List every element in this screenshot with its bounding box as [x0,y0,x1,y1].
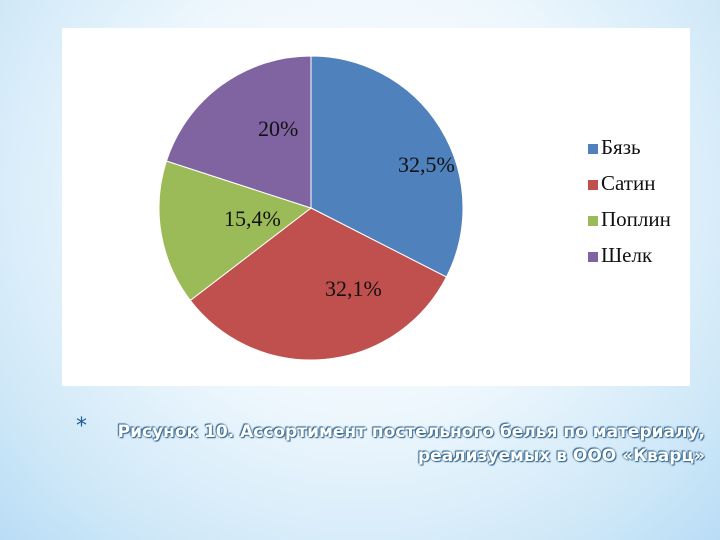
caption-line-1: Рисунок 10. Ассортимент постельного бель… [117,422,705,442]
pie-slice-1 [310,55,464,278]
legend-swatch-3 [588,216,598,226]
data-label-3: 15,4% [224,206,281,231]
legend-swatch-2 [588,180,598,190]
legend-label-4: Шелк [601,243,653,267]
legend-label-2: Сатин [601,171,655,195]
data-label-1: 32,5% [398,152,455,177]
data-label-4: 20% [258,116,298,141]
chart-area: 32,5% 32,1% 15,4% 20% Бязь Сатин Поплин Шелк [62,28,690,386]
caption-line-2: реализуемых в ООО «Кварц» [418,446,705,466]
legend-swatch-1 [588,144,598,154]
pie-slice-2 [189,207,448,361]
legend-label-3: Поплин [601,207,671,231]
figure-caption: Рисунок 10. Ассортимент постельного бель… [85,420,705,468]
pie-chart: 32,5% 32,1% 15,4% 20% Бязь Сатин Поплин Шелк [158,55,671,361]
legend-label-1: Бязь [601,135,641,159]
legend-swatch-4 [588,252,598,262]
data-label-2: 32,1% [325,276,382,301]
caption-bullet: * [76,414,87,439]
pie-slice-4 [165,55,312,209]
